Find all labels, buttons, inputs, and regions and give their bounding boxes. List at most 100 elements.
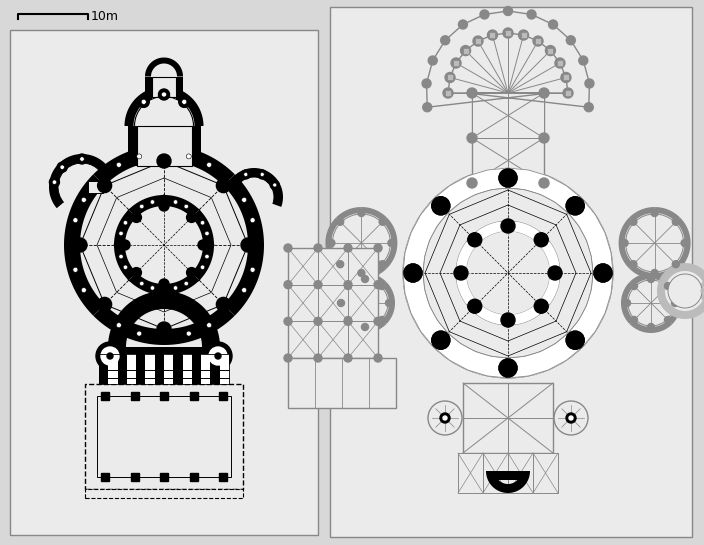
Circle shape (466, 231, 550, 315)
Bar (173, 354, 182, 370)
Bar (201, 378, 210, 384)
Bar (505, 30, 511, 36)
Circle shape (80, 157, 84, 161)
Circle shape (139, 281, 144, 286)
Circle shape (116, 162, 121, 167)
Bar (110, 347, 218, 365)
Bar (535, 38, 541, 44)
Polygon shape (336, 264, 361, 279)
Circle shape (187, 154, 191, 159)
Circle shape (548, 20, 558, 29)
Bar (192, 378, 201, 384)
Bar (145, 76, 152, 100)
Polygon shape (619, 243, 634, 269)
Circle shape (665, 282, 672, 289)
Circle shape (379, 282, 386, 289)
Bar (127, 354, 136, 370)
Circle shape (337, 300, 344, 306)
Polygon shape (472, 221, 507, 243)
Circle shape (473, 36, 483, 46)
Circle shape (388, 239, 395, 246)
Circle shape (584, 103, 593, 112)
Circle shape (184, 204, 189, 209)
Circle shape (467, 233, 482, 247)
Circle shape (123, 265, 127, 269)
Circle shape (480, 10, 489, 19)
Bar (127, 378, 136, 384)
Circle shape (579, 56, 588, 65)
Polygon shape (125, 87, 203, 126)
Circle shape (82, 197, 87, 202)
Bar (130, 392, 139, 400)
Circle shape (73, 217, 78, 223)
Bar (472, 93, 544, 138)
Circle shape (534, 299, 548, 313)
Circle shape (120, 240, 130, 250)
Polygon shape (164, 272, 199, 295)
Circle shape (284, 244, 292, 252)
Bar (99, 370, 108, 378)
Circle shape (187, 268, 196, 277)
Circle shape (499, 169, 517, 187)
Bar (99, 378, 108, 384)
Polygon shape (344, 273, 365, 286)
Circle shape (548, 266, 562, 280)
Bar (155, 354, 164, 370)
Circle shape (432, 331, 450, 349)
Circle shape (467, 178, 477, 188)
Polygon shape (629, 207, 655, 222)
Circle shape (539, 88, 549, 98)
Circle shape (566, 36, 575, 45)
Polygon shape (629, 264, 655, 279)
Polygon shape (382, 243, 397, 269)
Polygon shape (456, 237, 477, 272)
Bar (136, 370, 146, 378)
Bar (288, 248, 378, 358)
Bar (489, 32, 496, 38)
Polygon shape (651, 320, 672, 333)
Circle shape (137, 331, 142, 336)
Circle shape (648, 276, 655, 282)
Circle shape (554, 401, 588, 435)
Circle shape (467, 88, 477, 98)
Polygon shape (472, 304, 507, 325)
Circle shape (284, 354, 292, 362)
Bar (192, 370, 201, 378)
Circle shape (503, 7, 513, 15)
Polygon shape (94, 305, 164, 345)
Circle shape (241, 288, 246, 293)
Circle shape (116, 323, 121, 328)
Bar (557, 60, 563, 66)
Bar (220, 370, 229, 378)
Polygon shape (382, 217, 397, 243)
Circle shape (241, 197, 246, 202)
Circle shape (187, 213, 196, 222)
Circle shape (337, 261, 344, 268)
Circle shape (314, 281, 322, 289)
Bar (189, 473, 198, 481)
Polygon shape (145, 58, 183, 76)
Bar (219, 473, 227, 481)
Bar (155, 378, 164, 384)
Circle shape (77, 154, 87, 164)
Circle shape (379, 219, 386, 225)
Circle shape (555, 58, 565, 68)
Bar (475, 38, 481, 44)
Bar (201, 354, 210, 370)
Circle shape (624, 300, 631, 306)
Polygon shape (64, 174, 105, 245)
Circle shape (440, 413, 450, 423)
Circle shape (432, 197, 450, 215)
Circle shape (216, 298, 230, 311)
Bar (164, 354, 173, 370)
Polygon shape (456, 274, 477, 309)
Circle shape (386, 300, 393, 306)
Circle shape (443, 416, 447, 420)
Circle shape (328, 239, 335, 246)
Circle shape (454, 266, 468, 280)
Polygon shape (676, 217, 691, 243)
Polygon shape (164, 305, 234, 345)
Bar (330, 7, 692, 537)
Circle shape (215, 353, 221, 359)
Circle shape (284, 281, 292, 289)
